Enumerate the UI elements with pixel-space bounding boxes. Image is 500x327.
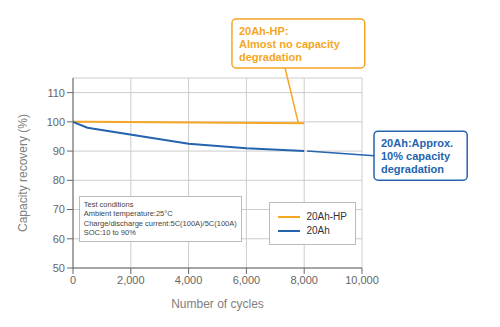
svg-text:90: 90	[53, 145, 65, 157]
svg-text:Capacity recovery (%): Capacity recovery (%)	[16, 114, 30, 232]
svg-text:10,000: 10,000	[345, 274, 379, 286]
svg-text:Number of cycles: Number of cycles	[171, 297, 264, 311]
svg-text:0: 0	[70, 274, 76, 286]
svg-text:20Ah:Approx.10% capacitydegrad: 20Ah:Approx.10% capacitydegradation	[381, 137, 453, 175]
svg-text:20Ah-HP:Almost no capacitydegr: 20Ah-HP:Almost no capacitydegradation	[239, 25, 341, 63]
html-text:Test conditions Ambient temper: Test conditions Ambient temperature:25°C…	[83, 199, 237, 238]
svg-text:100: 100	[47, 116, 65, 128]
svg-text:60: 60	[53, 233, 65, 245]
svg-text:110: 110	[47, 87, 65, 99]
svg-text:80: 80	[53, 174, 65, 186]
svg-text:4,000: 4,000	[175, 274, 203, 286]
svg-text:70: 70	[53, 203, 65, 215]
svg-text:6,000: 6,000	[233, 274, 261, 286]
svg-text:8,000: 8,000	[290, 274, 318, 286]
svg-text:2,000: 2,000	[117, 274, 145, 286]
html-text:20Ah: 20Ah	[306, 225, 330, 237]
html-text:20Ah-HP: 20Ah-HP	[306, 211, 347, 223]
svg-text:50: 50	[53, 262, 65, 274]
